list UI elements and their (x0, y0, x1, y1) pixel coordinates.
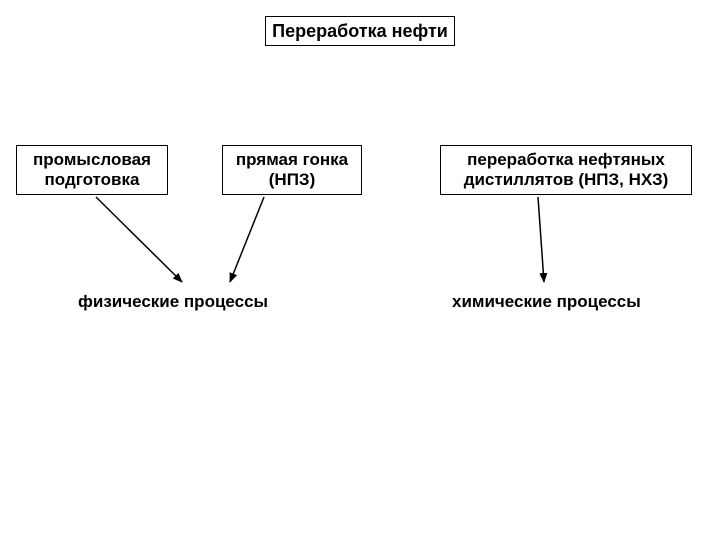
node-title-text: Переработка нефти (272, 21, 448, 42)
node-right-text: переработка нефтяныхдистиллятов (НПЗ, НХ… (464, 150, 669, 189)
node-left: промысловаяподготовка (16, 145, 168, 195)
label-chem-text: химические процессы (452, 292, 641, 311)
arrows-layer (0, 0, 720, 540)
node-mid-text: прямая гонка(НПЗ) (236, 150, 348, 189)
node-left-text: промысловаяподготовка (33, 150, 151, 189)
diagram-canvas: Переработка нефти промысловаяподготовка … (0, 0, 720, 540)
label-phys-text: физические процессы (78, 292, 268, 311)
label-physical-processes: физические процессы (78, 292, 268, 312)
arrow-from-right (538, 197, 544, 282)
label-chemical-processes: химические процессы (452, 292, 641, 312)
node-mid: прямая гонка(НПЗ) (222, 145, 362, 195)
arrow-from-mid (230, 197, 264, 282)
node-title: Переработка нефти (265, 16, 455, 46)
node-right: переработка нефтяныхдистиллятов (НПЗ, НХ… (440, 145, 692, 195)
arrow-from-left (96, 197, 182, 282)
